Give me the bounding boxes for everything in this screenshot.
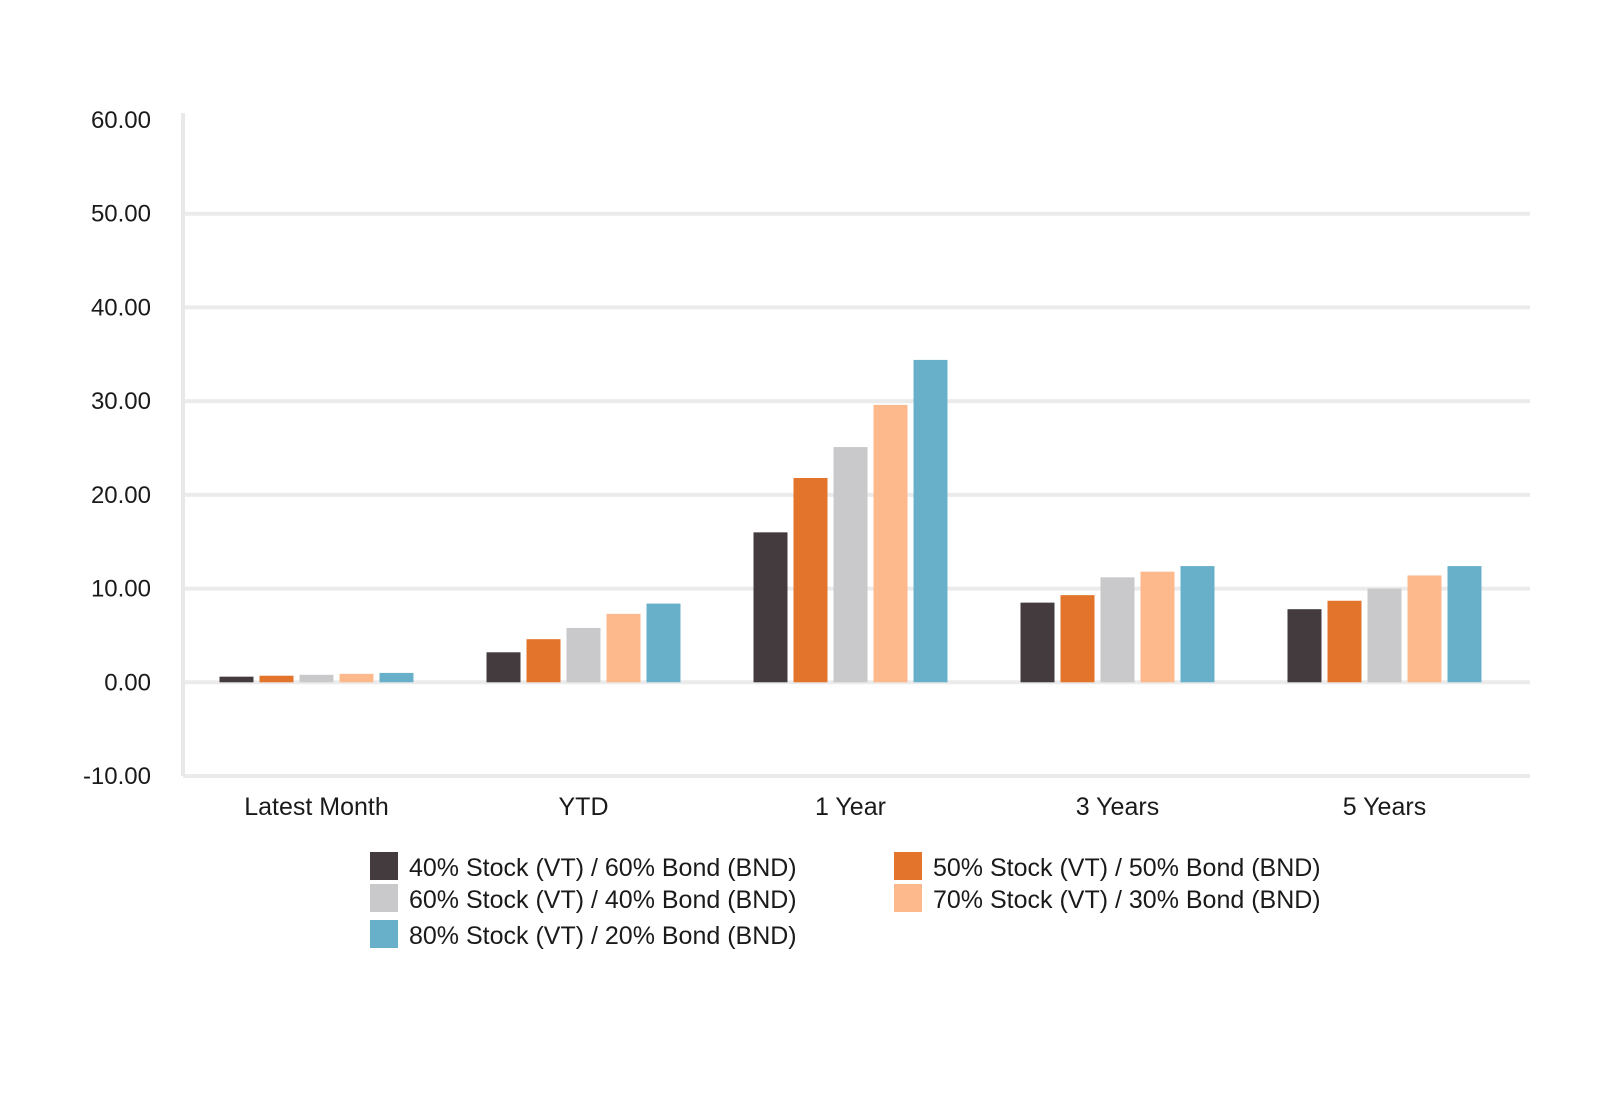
legend-swatch (894, 852, 922, 880)
bar (913, 359, 948, 683)
y-tick-label: 30.00 (91, 388, 151, 415)
bar (1140, 571, 1175, 683)
legend-label: 60% Stock (VT) / 40% Bond (BND) (409, 886, 797, 914)
bar (259, 675, 294, 683)
bar (486, 652, 521, 683)
bar (1447, 566, 1482, 683)
bars (219, 359, 1482, 683)
y-tick-label: -10.00 (83, 763, 151, 790)
y-tick-labels: 60.00 50.00 40.00 30.00 20.00 10.00 0.00 -10.00 (83, 107, 151, 790)
bar (1100, 577, 1135, 683)
bar (219, 676, 254, 683)
bar (1020, 602, 1055, 683)
bar (753, 532, 788, 683)
legend-swatch (370, 884, 398, 912)
legend-label: 40% Stock (VT) / 60% Bond (BND) (409, 854, 797, 882)
bar (566, 627, 601, 683)
bar (1287, 609, 1322, 683)
bar (379, 672, 414, 683)
legend-swatch (894, 884, 922, 912)
bar (606, 613, 641, 683)
bar (1060, 595, 1095, 683)
legend-label: 70% Stock (VT) / 30% Bond (BND) (933, 886, 1321, 914)
y-tick-label: 50.00 (91, 201, 151, 228)
y-tick-label: 0.00 (104, 669, 151, 696)
bar (299, 674, 334, 683)
legend-label: 80% Stock (VT) / 20% Bond (BND) (409, 922, 797, 950)
bar (339, 673, 374, 683)
x-category-label: 3 Years (1076, 793, 1159, 821)
bar (1327, 600, 1362, 683)
legend-swatch (370, 920, 398, 948)
legend-swatch (370, 852, 398, 880)
bar (873, 404, 908, 683)
x-category-label: 1 Year (815, 793, 886, 821)
bar (833, 447, 868, 683)
legend: 40% Stock (VT) / 60% Bond (BND) 50% Stock… (370, 852, 1321, 950)
x-category-labels: Latest Month YTD 1 Year 3 Years 5 Years (244, 793, 1426, 821)
bar (526, 639, 561, 683)
bar (646, 603, 681, 683)
y-tick-label: 40.00 (91, 294, 151, 321)
y-tick-label: 10.00 (91, 576, 151, 603)
bar (1367, 588, 1402, 683)
y-tick-label: 20.00 (91, 482, 151, 509)
x-category-label: YTD (559, 793, 609, 821)
bar (793, 477, 828, 683)
x-category-label: 5 Years (1343, 793, 1426, 821)
bar (1180, 566, 1215, 683)
legend-label: 50% Stock (VT) / 50% Bond (BND) (933, 854, 1321, 882)
x-category-label: Latest Month (244, 793, 389, 821)
y-tick-label: 60.00 (91, 107, 151, 134)
bar (1407, 575, 1442, 683)
